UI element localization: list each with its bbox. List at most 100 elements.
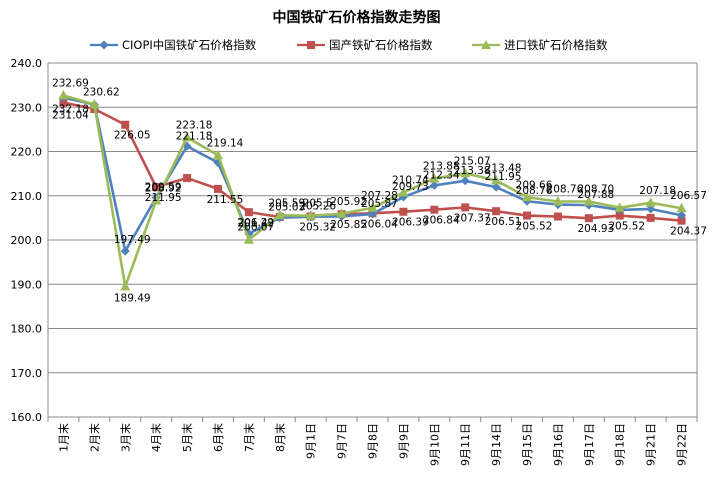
data-point bbox=[646, 213, 655, 222]
data-point bbox=[645, 197, 656, 207]
chart-title: 中国铁矿石价格指数走势图 bbox=[272, 10, 441, 26]
data-point bbox=[243, 234, 254, 244]
data-point bbox=[305, 210, 316, 220]
data-label: 206.51 bbox=[485, 216, 522, 228]
data-label: 205.92 bbox=[330, 196, 367, 208]
data-point bbox=[182, 131, 193, 142]
data-label: 211.55 bbox=[207, 194, 244, 206]
data-point bbox=[59, 98, 68, 107]
data-point bbox=[676, 202, 687, 213]
data-point bbox=[336, 208, 347, 218]
data-point bbox=[58, 89, 69, 100]
data-label: 209.66 bbox=[516, 179, 553, 191]
x-tick-label: 9月17日 bbox=[583, 423, 596, 466]
data-label: 205.26 bbox=[299, 201, 336, 213]
x-tick-label: 9月15日 bbox=[521, 423, 534, 466]
data-label: 206.84 bbox=[423, 215, 460, 227]
data-point bbox=[183, 174, 192, 183]
legend-label-domestic: 国产铁矿石价格指数 bbox=[329, 38, 433, 52]
y-tick-label: 200.0 bbox=[11, 234, 43, 247]
x-tick-label: 1月末 bbox=[56, 423, 70, 452]
x-tick-label: 9月18日 bbox=[614, 423, 627, 466]
data-label: 213.88 bbox=[423, 161, 460, 173]
data-point bbox=[398, 186, 409, 197]
data-point bbox=[615, 211, 624, 220]
data-label: 205.52 bbox=[516, 221, 553, 233]
legend-label-ciopi: CIOPI中国铁矿石价格指数 bbox=[122, 38, 257, 52]
data-point bbox=[460, 176, 470, 186]
data-label: 211.95 bbox=[485, 171, 522, 183]
data-label: 209.73 bbox=[392, 181, 429, 193]
data-point bbox=[399, 207, 408, 216]
data-point bbox=[677, 216, 686, 225]
data-point bbox=[460, 167, 471, 178]
data-label: 207.37 bbox=[454, 212, 491, 224]
data-point bbox=[584, 214, 593, 223]
data-point bbox=[367, 202, 378, 212]
data-label: 221.18 bbox=[176, 130, 213, 142]
data-point bbox=[523, 211, 532, 220]
y-tick-label: 230.0 bbox=[11, 101, 43, 114]
data-label: 209.59 bbox=[145, 182, 182, 194]
y-tick-label: 180.0 bbox=[11, 323, 43, 336]
data-point bbox=[213, 184, 222, 193]
y-tick-label: 160.0 bbox=[11, 411, 43, 424]
data-label: 197.49 bbox=[114, 234, 151, 246]
data-label: 204.93 bbox=[577, 223, 614, 235]
data-label: 213.48 bbox=[485, 162, 522, 174]
data-point bbox=[429, 180, 439, 190]
data-label: 211.95 bbox=[145, 192, 182, 204]
data-point bbox=[461, 203, 470, 212]
data-point bbox=[430, 205, 439, 214]
data-point bbox=[89, 99, 100, 109]
data-point bbox=[522, 191, 533, 202]
data-point bbox=[553, 212, 562, 221]
data-label: 206.29 bbox=[238, 217, 275, 229]
data-point bbox=[151, 195, 162, 205]
data-label: 201.42 bbox=[238, 218, 275, 230]
data-label: 210.74 bbox=[392, 174, 429, 186]
data-label: 189.49 bbox=[114, 293, 151, 305]
data-point bbox=[677, 210, 687, 220]
data-label: 207.28 bbox=[361, 190, 398, 202]
data-point bbox=[212, 149, 223, 160]
y-tick-label: 190.0 bbox=[11, 278, 43, 291]
x-tick-label: 2月末 bbox=[87, 423, 101, 452]
data-label: 231.04 bbox=[52, 110, 89, 122]
data-label: 200.07 bbox=[238, 222, 275, 234]
data-label: 205.52 bbox=[608, 221, 645, 233]
data-label: 205.32 bbox=[299, 221, 336, 233]
y-tick-label: 220.0 bbox=[11, 146, 43, 159]
x-tick-label: 9月16日 bbox=[552, 423, 565, 466]
y-tick-label: 240.0 bbox=[11, 57, 43, 70]
data-point bbox=[491, 174, 502, 185]
x-tick-label: 5月末 bbox=[180, 423, 194, 452]
legend-label-import: 进口铁矿石价格指数 bbox=[504, 38, 608, 52]
data-label: 232.69 bbox=[52, 77, 89, 89]
data-point bbox=[120, 246, 130, 256]
data-label: 208.76 bbox=[547, 184, 584, 196]
x-tick-label: 9月22日 bbox=[676, 423, 689, 466]
data-point bbox=[120, 281, 131, 291]
data-point bbox=[121, 120, 130, 129]
y-tick-label: 170.0 bbox=[11, 367, 43, 380]
data-label: 230.62 bbox=[83, 87, 120, 99]
x-tick-label: 4月末 bbox=[149, 423, 163, 452]
data-point bbox=[244, 208, 253, 217]
x-tick-label: 9月10日 bbox=[428, 423, 441, 466]
x-tick-label: 9月1日 bbox=[305, 423, 318, 459]
data-label: 226.05 bbox=[114, 130, 151, 142]
x-tick-label: 9月8日 bbox=[367, 423, 380, 459]
legend-marker-ciopi bbox=[90, 40, 118, 50]
data-label: 213.38 bbox=[454, 165, 491, 177]
legend-marker-domestic bbox=[297, 41, 325, 49]
data-label: 206.39 bbox=[392, 217, 429, 229]
x-tick-label: 6月末 bbox=[211, 423, 225, 452]
x-tick-label: 9月9日 bbox=[397, 423, 410, 459]
data-point bbox=[492, 207, 501, 216]
x-tick-label: 7月末 bbox=[242, 423, 256, 452]
data-label: 212.34 bbox=[423, 169, 460, 181]
legend-marker-import bbox=[472, 40, 500, 49]
data-point bbox=[152, 183, 161, 192]
